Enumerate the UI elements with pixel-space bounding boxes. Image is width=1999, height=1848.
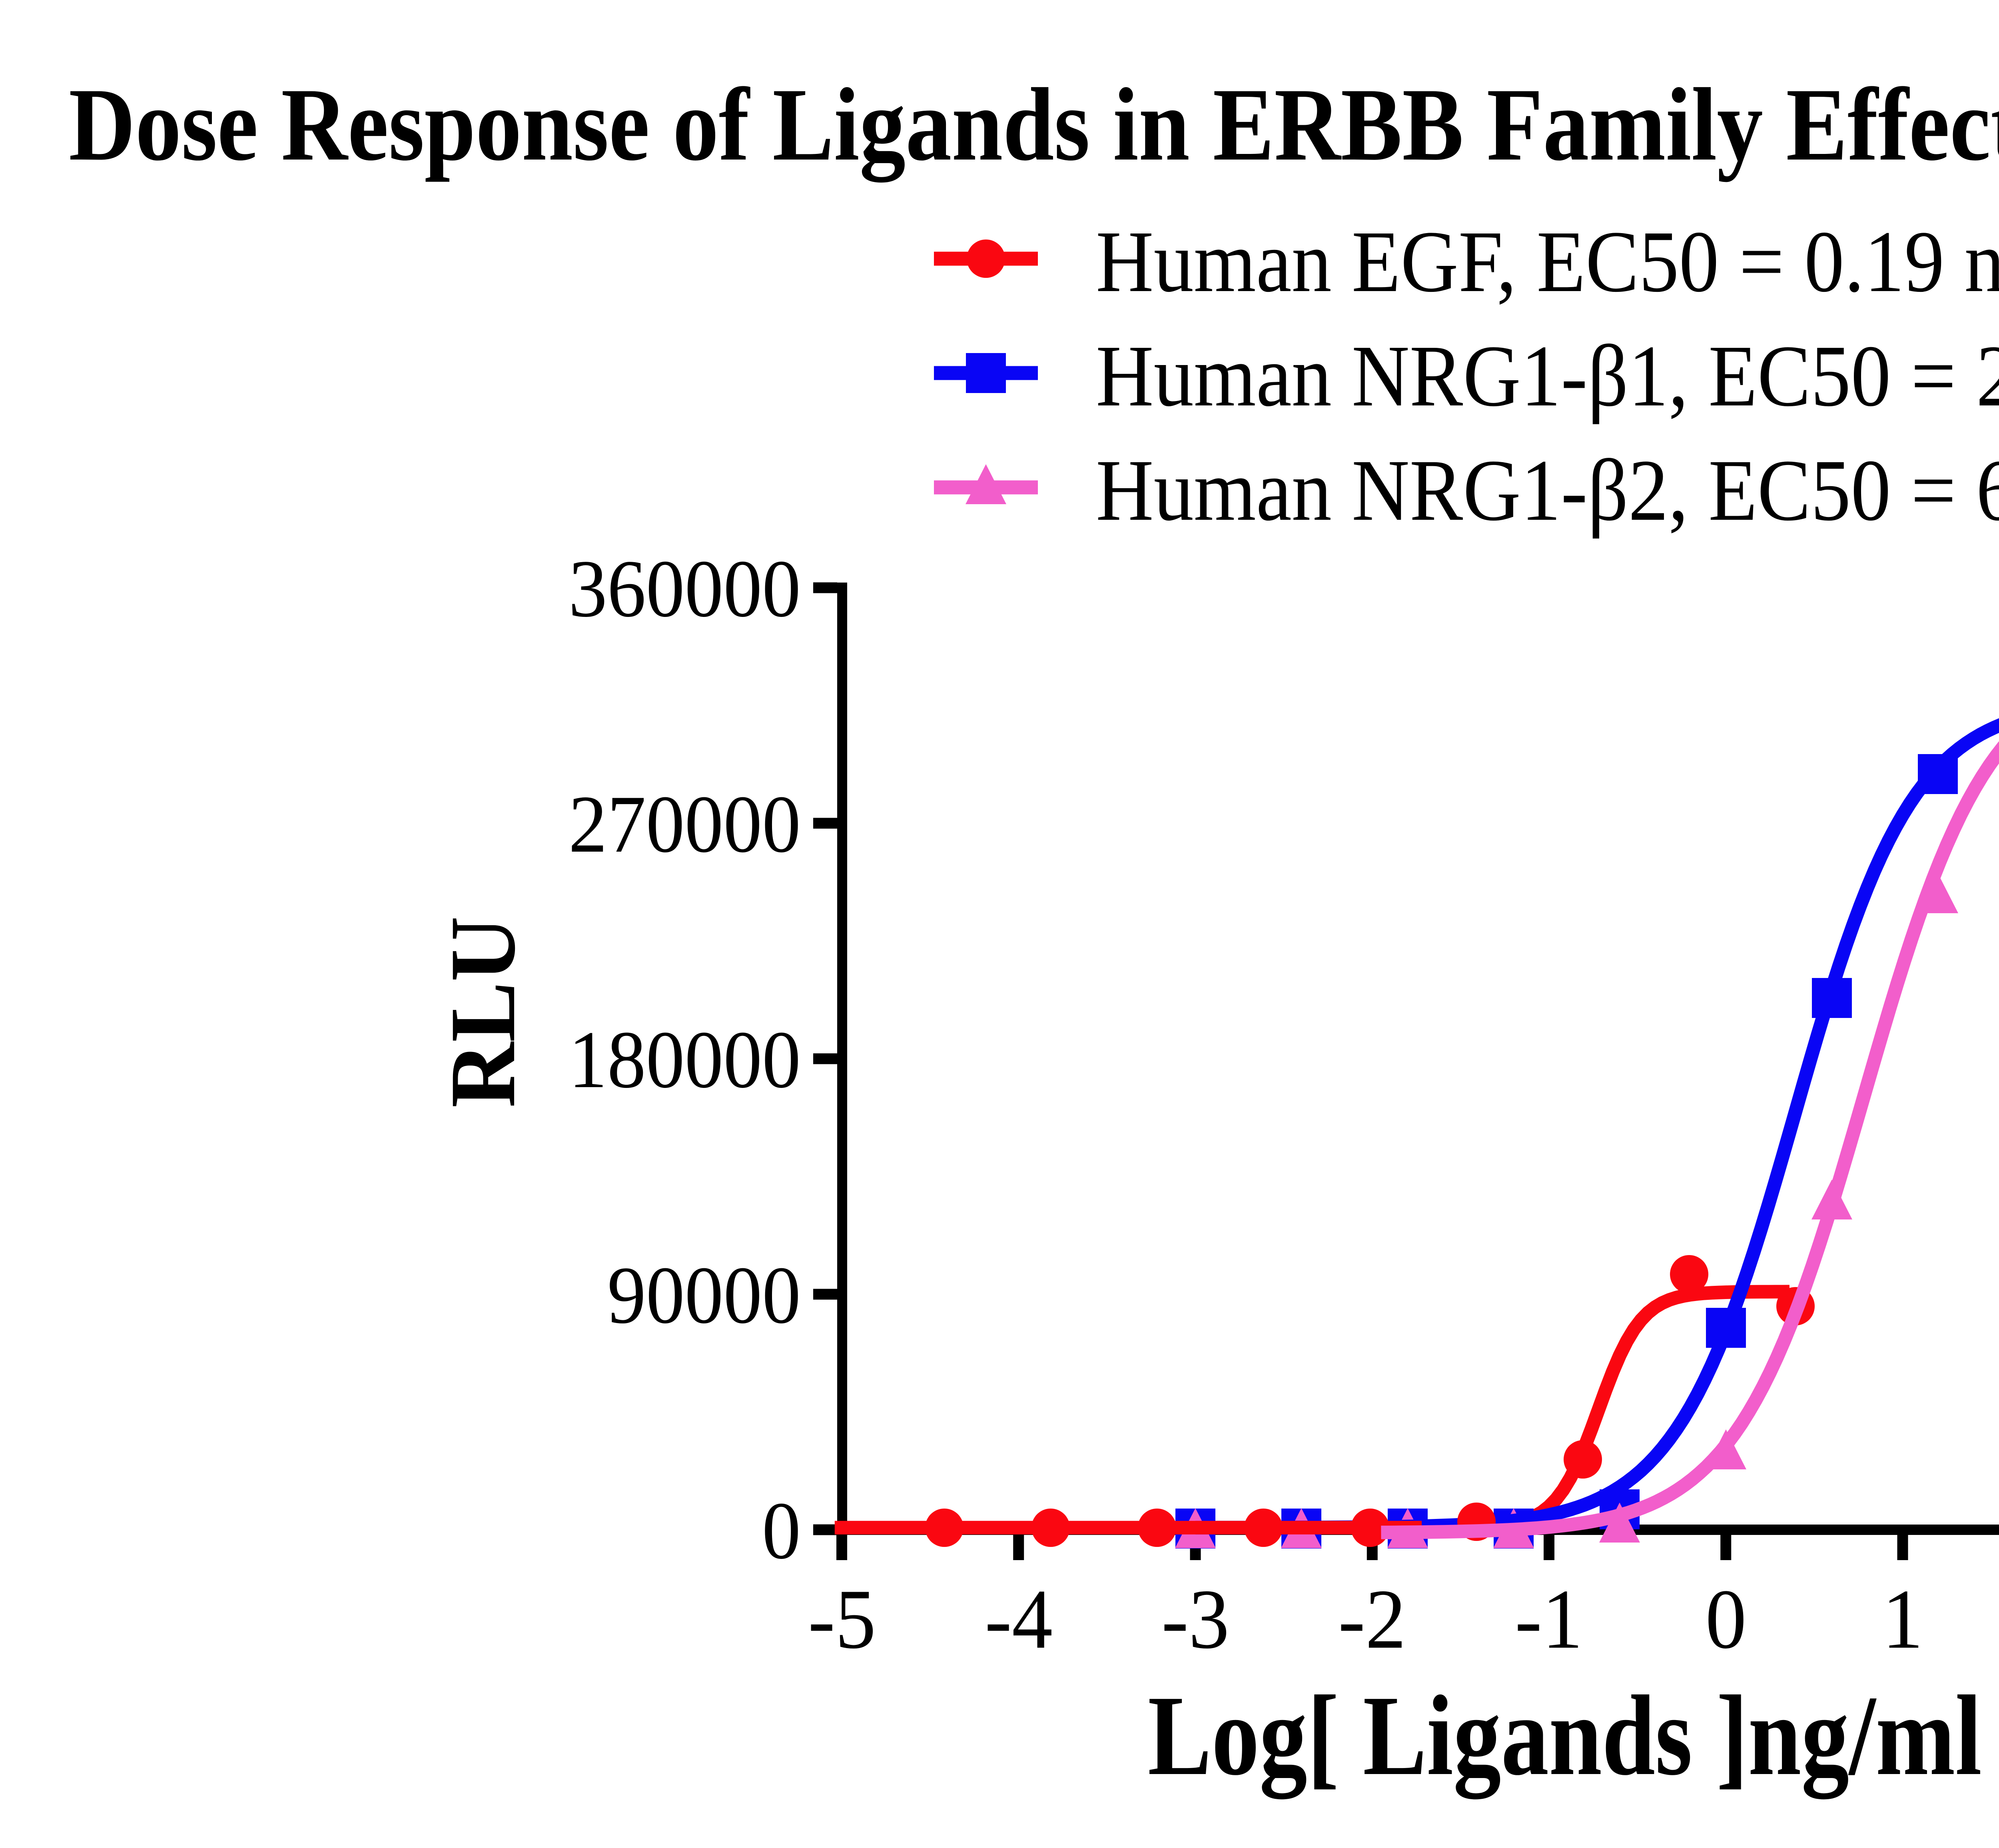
svg-text:360000: 360000: [569, 543, 801, 634]
svg-text:0: 0: [762, 1485, 801, 1576]
svg-text:Human NRG1-β2, EC50 = 6.08 ng/: Human NRG1-β2, EC50 = 6.08 ng/ml: [1096, 441, 1999, 539]
svg-text:Log[ Ligands ]ng/ml: Log[ Ligands ]ng/ml: [1148, 1672, 1982, 1801]
svg-text:180000: 180000: [569, 1014, 801, 1105]
svg-text:RLU: RLU: [431, 916, 535, 1108]
svg-text:Dose Response of Ligands in ER: Dose Response of Ligands in ERBB Family …: [69, 67, 1999, 184]
svg-text:270000: 270000: [569, 779, 801, 870]
svg-text:-5: -5: [808, 1572, 876, 1666]
svg-text:-2: -2: [1338, 1572, 1406, 1666]
svg-text:90000: 90000: [607, 1250, 801, 1341]
svg-text:-3: -3: [1161, 1572, 1229, 1666]
svg-text:1: 1: [1882, 1572, 1923, 1666]
svg-text:0: 0: [1706, 1572, 1747, 1666]
svg-text:Human NRG1-β1, EC50 = 2.44 ng/: Human NRG1-β1, EC50 = 2.44 ng/ml: [1096, 327, 1999, 425]
svg-text:-4: -4: [985, 1572, 1053, 1666]
svg-text:-1: -1: [1515, 1572, 1583, 1666]
svg-text:Human EGF, EC50 = 0.19 ng/ml: Human EGF, EC50 = 0.19 ng/ml: [1096, 213, 1999, 310]
